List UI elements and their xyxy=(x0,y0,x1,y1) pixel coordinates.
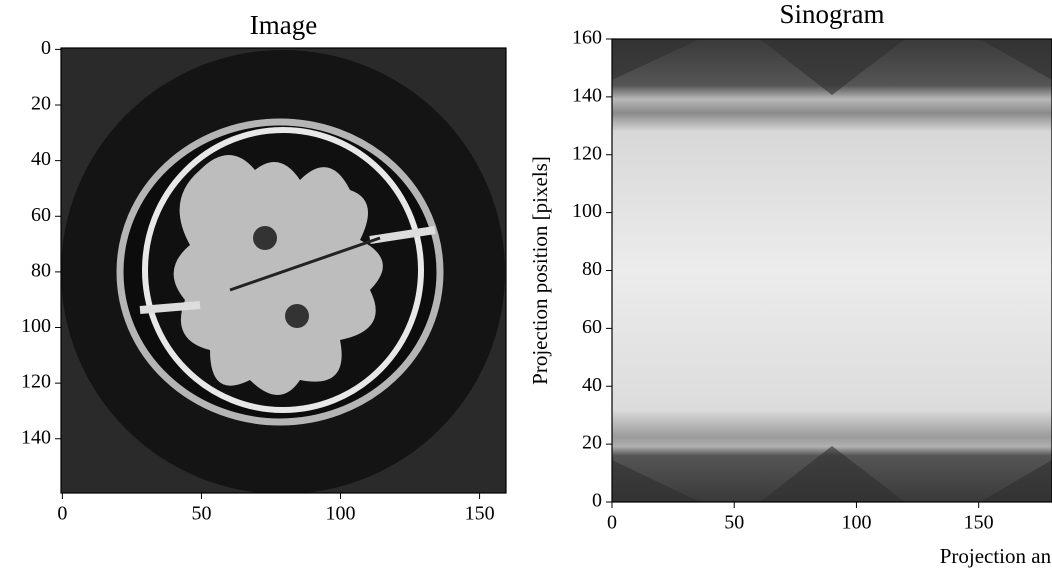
y-tick-label: 0 xyxy=(41,37,51,59)
x-tick-label: 150 xyxy=(465,503,495,525)
chart-title: Image xyxy=(250,10,317,40)
x-tick-label: 100 xyxy=(326,503,356,525)
x-tick-label: 50 xyxy=(191,503,211,525)
chart-title: Sinogram xyxy=(780,0,885,29)
y-tick-label: 40 xyxy=(582,374,602,396)
y-tick-label: 80 xyxy=(31,259,51,281)
x-tick-label: 100 xyxy=(841,512,871,534)
y-tick-label: 160 xyxy=(572,27,602,49)
x-tick-label: 0 xyxy=(57,503,67,525)
y-tick-label: 100 xyxy=(572,200,602,222)
y-tick-label: 60 xyxy=(31,204,51,226)
y-tick-label: 0 xyxy=(592,490,602,512)
x-axis-label: Projection angle [deg] xyxy=(940,544,1052,568)
sinogram-content xyxy=(612,39,1052,502)
y-tick-label: 20 xyxy=(31,93,51,115)
figure: Image 0 50 100 150 0 20 40 60 80 100 120 140 Sinogram… xyxy=(0,0,1052,573)
y-tick-label: 100 xyxy=(21,315,51,337)
y-tick-label: 40 xyxy=(31,148,51,170)
x-tick-label: 150 xyxy=(964,512,994,534)
y-tick-label: 140 xyxy=(21,426,51,448)
y-tick-label: 80 xyxy=(582,258,602,280)
y-axis-label: Projection position [pixels] xyxy=(528,156,552,385)
y-tick-label: 120 xyxy=(21,371,51,393)
y-tick-label: 60 xyxy=(582,316,602,338)
x-tick-label: 0 xyxy=(607,512,617,534)
y-tick-label: 120 xyxy=(572,142,602,164)
y-tick-label: 140 xyxy=(572,84,602,106)
image-content xyxy=(61,48,506,494)
y-tick-label: 20 xyxy=(582,432,602,454)
x-tick-label: 50 xyxy=(724,512,744,534)
